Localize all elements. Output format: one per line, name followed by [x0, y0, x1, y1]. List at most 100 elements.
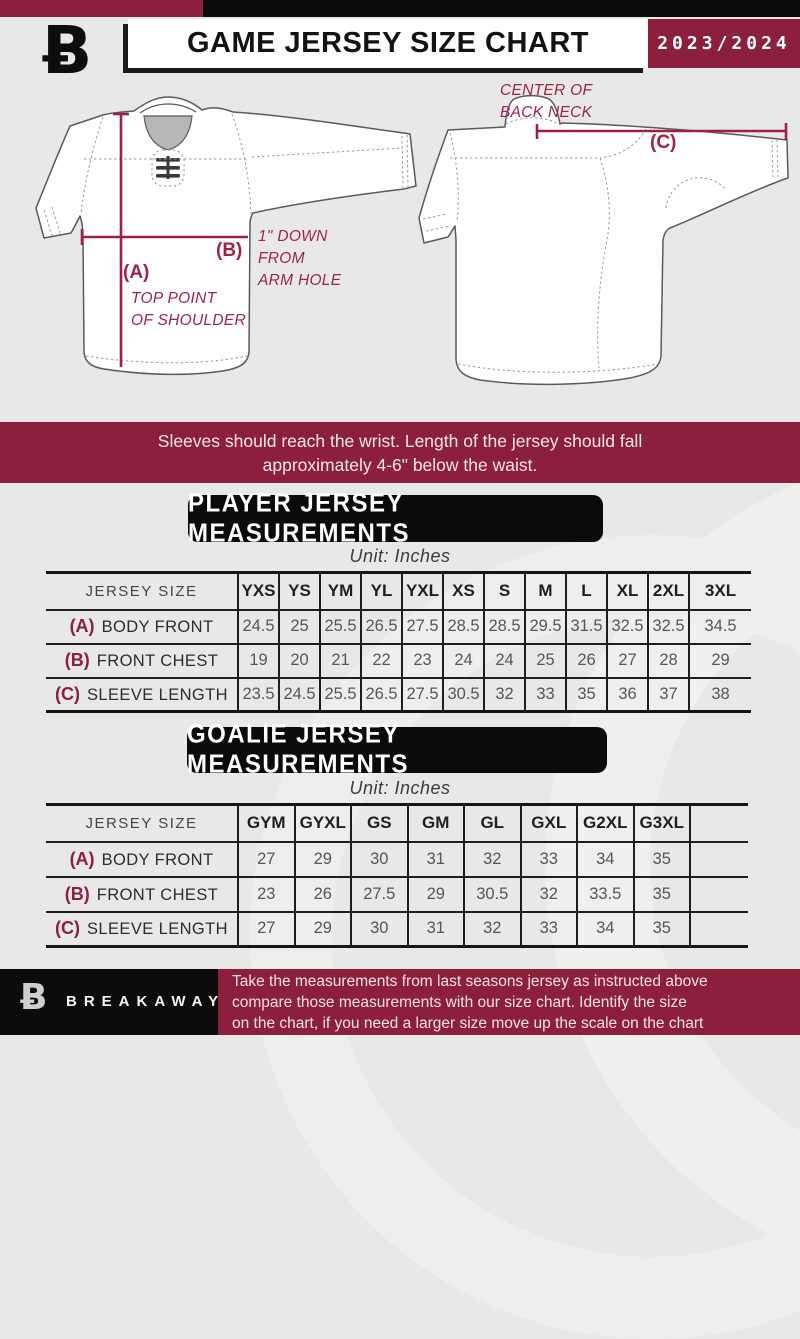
- goalie-row-sleeve-length: (C) SLEEVE LENGTH 27 29 30 31 32 33 34 35: [46, 911, 748, 948]
- size-header-cell: L: [565, 571, 607, 611]
- season-badge: 2023/2024: [648, 19, 800, 68]
- goalie-row-front-chest: (B) FRONT CHEST 23 26 27.5 29 30.5 32 33.…: [46, 876, 748, 913]
- size-header-cell: GYXL: [293, 803, 351, 843]
- value-cell: 26.5: [360, 677, 402, 713]
- footer-instructions-panel: [218, 969, 800, 1035]
- size-header-cell: G3XL: [632, 803, 690, 843]
- size-header-cell: GM: [406, 803, 464, 843]
- value-cell: 28: [647, 643, 689, 679]
- value-cell: 26: [565, 643, 607, 679]
- value-cell: 32.5: [606, 609, 648, 645]
- page-title: GAME JERSEY SIZE CHART: [186, 27, 590, 59]
- player-header-row: JERSEY SIZE YXS YS YM YL YXL XS S M L XL…: [46, 571, 751, 611]
- value-cell: 26.5: [360, 609, 402, 645]
- value-cell: 25.5: [319, 677, 361, 713]
- corner-cell: JERSEY SIZE: [46, 803, 238, 843]
- top-of-shoulder-note: TOP POINT OF SHOULDER: [131, 290, 246, 329]
- value-cell: 37: [647, 677, 689, 713]
- value-cell: 34.5: [688, 609, 751, 645]
- value-cell: 29.5: [524, 609, 566, 645]
- fit-note-banner: Sleeves should reach the wrist. Length o…: [0, 422, 800, 483]
- value-cell: 35: [632, 841, 690, 878]
- value-cell: 27.5: [350, 876, 408, 913]
- goalie-header-row: JERSEY SIZE GYM GYXL GS GM GL GXL G2XL G…: [46, 803, 748, 843]
- player-size-table: JERSEY SIZE YXS YS YM YL YXL XS S M L XL…: [46, 571, 751, 713]
- value-cell: 33: [519, 841, 577, 878]
- value-cell: 34: [576, 911, 634, 948]
- value-cell: 29: [406, 876, 464, 913]
- value-cell: 23: [237, 876, 295, 913]
- value-cell: 22: [360, 643, 402, 679]
- size-header-cell: GL: [463, 803, 521, 843]
- brand-name: BREAKAWAY: [66, 993, 226, 1010]
- value-cell: 25: [524, 643, 566, 679]
- value-cell: 24.5: [237, 609, 279, 645]
- value-cell: 32: [463, 841, 521, 878]
- breakaway-logo-icon: Ƀ: [20, 977, 48, 1018]
- size-header-cell: GXL: [519, 803, 577, 843]
- size-header-cell: G2XL: [576, 803, 634, 843]
- value-cell: 27.5: [401, 677, 443, 713]
- goalie-unit-label: Unit: Inches: [349, 778, 451, 798]
- value-cell: 32: [519, 876, 577, 913]
- page-title-box: GAME JERSEY SIZE CHART: [128, 19, 648, 68]
- size-header-cell: YL: [360, 571, 402, 611]
- value-cell: 24: [442, 643, 484, 679]
- player-unit-label: Unit: Inches: [349, 546, 451, 566]
- player-row-sleeve-length: (C) SLEEVE LENGTH 23.5 24.5 25.5 26.5 27.…: [46, 677, 751, 713]
- size-header-cell: M: [524, 571, 566, 611]
- value-cell: 24.5: [278, 677, 320, 713]
- player-row-body-front: (A) BODY FRONT 24.5 25 25.5 26.5 27.5 28.…: [46, 609, 751, 645]
- size-header-cell: 3XL: [688, 571, 751, 611]
- value-cell: 29: [688, 643, 751, 679]
- value-cell: 25.5: [319, 609, 361, 645]
- goalie-section-title-banner: GOALIE JERSEY MEASUREMENTS: [187, 720, 607, 779]
- value-cell: 29: [293, 841, 351, 878]
- value-cell: 35: [632, 876, 690, 913]
- value-cell: 30: [350, 841, 408, 878]
- value-cell: 27: [237, 841, 295, 878]
- value-cell: 30: [350, 911, 408, 948]
- footer-brand-panel: [0, 969, 218, 1035]
- value-cell: 33: [524, 677, 566, 713]
- value-cell: 38: [688, 677, 751, 713]
- value-cell: 31: [406, 841, 464, 878]
- value-cell: 27: [606, 643, 648, 679]
- value-cell: 32: [463, 911, 521, 948]
- player-section-title-banner: PLAYER JERSEY MEASUREMENTS: [188, 488, 603, 548]
- back-jersey-outline: [418, 94, 789, 386]
- value-cell: 30.5: [463, 876, 521, 913]
- value-cell: 36: [606, 677, 648, 713]
- measure-key-a: (A): [123, 262, 150, 283]
- value-cell: 35: [632, 911, 690, 948]
- footer-instructions: Take the measurements from last seasons …: [232, 973, 708, 1032]
- player-row-front-chest: (B) FRONT CHEST 19 20 21 22 23 24 24 25 2…: [46, 643, 751, 679]
- size-header-cell: GS: [350, 803, 408, 843]
- value-cell: 28.5: [483, 609, 525, 645]
- value-cell: 28.5: [442, 609, 484, 645]
- size-header-cell: S: [483, 571, 525, 611]
- jersey-diagrams: [35, 94, 789, 386]
- value-cell: 27: [237, 911, 295, 948]
- goalie-section-title: GOALIE JERSEY MEASUREMENTS: [187, 719, 410, 780]
- breakaway-logo-icon: Ƀ: [42, 12, 93, 89]
- size-header-cell: YXS: [237, 571, 279, 611]
- value-cell: 24: [483, 643, 525, 679]
- arm-hole-note: 1" DOWN FROM ARM HOLE: [258, 228, 342, 289]
- value-cell: 27.5: [401, 609, 443, 645]
- top-strip-maroon: [0, 0, 203, 17]
- value-cell: 34: [576, 841, 634, 878]
- top-strip-black: [203, 0, 800, 17]
- center-back-neck-note: CENTER OF BACK NECK: [500, 82, 593, 121]
- corner-cell: JERSEY SIZE: [46, 571, 238, 611]
- value-cell: 25: [278, 609, 320, 645]
- size-header-cell: XL: [606, 571, 648, 611]
- value-cell: 30.5: [442, 677, 484, 713]
- value-cell: 33: [519, 911, 577, 948]
- value-cell: 20: [278, 643, 320, 679]
- measure-key-c: (C): [650, 132, 677, 153]
- goalie-row-body-front: (A) BODY FRONT 27 29 30 31 32 33 34 35: [46, 841, 748, 878]
- empty-cell: [689, 841, 748, 878]
- size-header-cell: XS: [442, 571, 484, 611]
- value-cell: 26: [293, 876, 351, 913]
